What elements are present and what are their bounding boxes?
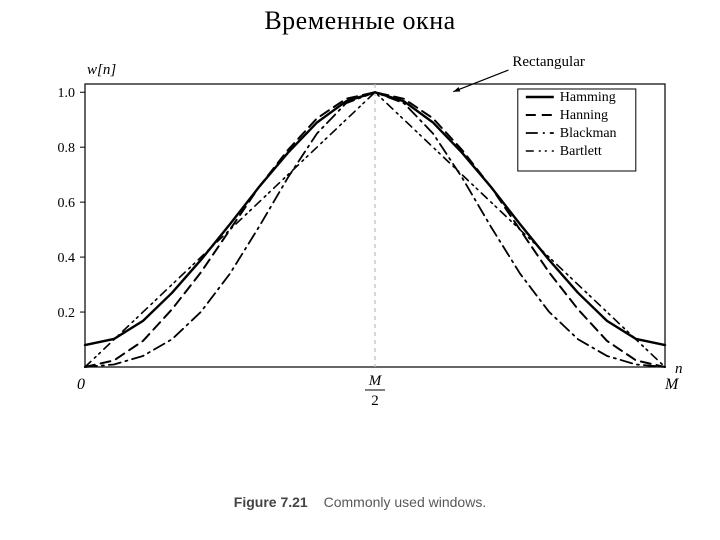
figure-caption: Figure 7.21 Commonly used windows. [0,494,720,510]
legend-label: Bartlett [560,144,602,159]
x-tick-label-fraction: M2 [365,373,385,409]
y-axis-label: w[n] [87,62,116,78]
legend-label: Hanning [560,108,608,123]
page-title: Временные окна [0,6,720,36]
figure-number: Figure 7.21 [234,494,308,510]
x-tick-label: 0 [77,376,85,393]
y-tick-label: 0.8 [58,141,76,156]
svg-text:2: 2 [371,393,379,409]
windows-line-chart: 0.20.40.60.81.00M2Mw[n]nRectangularHammi… [30,52,695,422]
page: Временные окна 0.20.40.60.81.00M2Mw[n]nR… [0,0,720,540]
y-tick-label: 0.4 [58,251,76,266]
figure-caption-text: Commonly used windows. [324,494,487,510]
x-tick-label: M [664,376,680,393]
y-tick-label: 0.2 [58,306,76,321]
legend-label: Hamming [560,90,616,105]
legend-label: Blackman [560,126,617,141]
y-tick-label: 0.6 [58,196,76,211]
x-axis-label: n [675,361,683,377]
svg-text:M: M [368,373,383,389]
y-tick-label: 1.0 [58,86,76,101]
rectangular-label: Rectangular [512,54,584,70]
chart-container: 0.20.40.60.81.00M2Mw[n]nRectangularHammi… [30,52,695,422]
